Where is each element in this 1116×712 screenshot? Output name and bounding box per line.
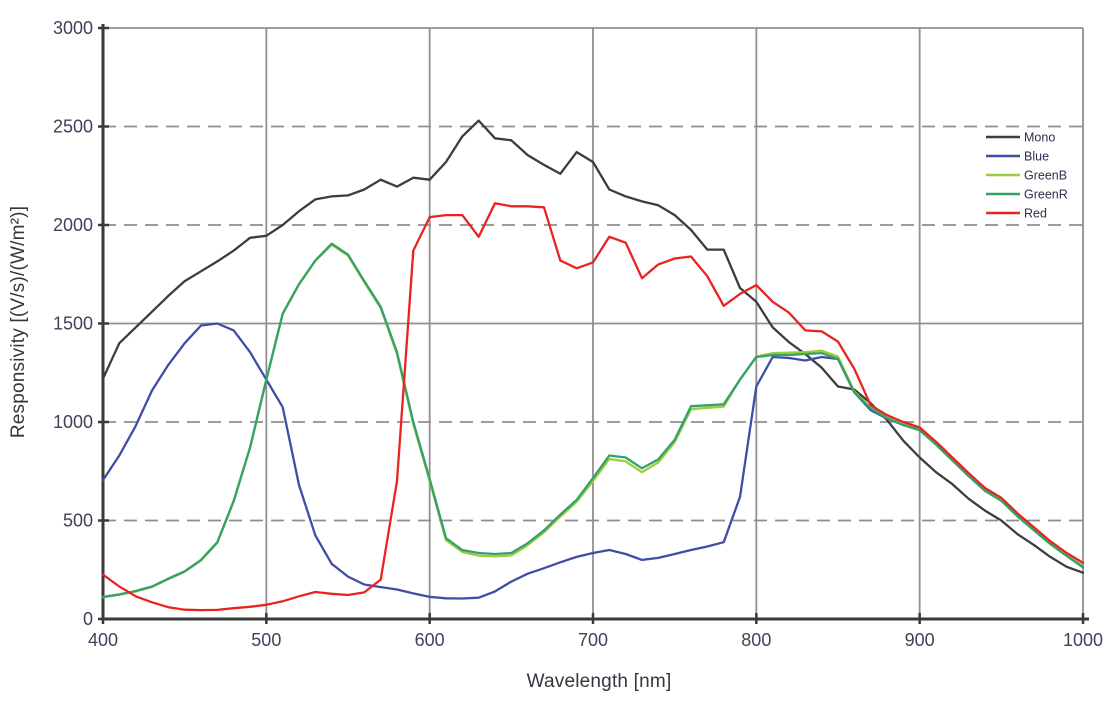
x-axis-title: Wavelength [nm]	[526, 671, 672, 692]
curve-mono	[101, 119, 1085, 574]
curves	[101, 119, 1085, 612]
x-tick-label-900: 900	[905, 630, 935, 650]
x-tick-label-600: 600	[415, 630, 445, 650]
y-tick-label-1500: 1500	[53, 314, 93, 334]
curve-greenr	[101, 242, 1085, 599]
y-axis-title: Responsivity [(V/s)/(W/m²)]	[8, 205, 29, 439]
y-tick-label-2500: 2500	[53, 117, 93, 137]
legend-label-greenb: GreenB	[1024, 169, 1067, 183]
legend-label-blue: Blue	[1024, 150, 1049, 164]
y-tick-label-1000: 1000	[53, 412, 93, 432]
gridlines	[103, 27, 1084, 619]
y-tick-label-0: 0	[83, 609, 93, 629]
legend-label-greenr: GreenR	[1024, 188, 1068, 202]
y-tick-label-3000: 3000	[53, 18, 93, 38]
legend-item-red: Red	[986, 207, 1047, 221]
x-tick-label-1000: 1000	[1063, 630, 1103, 650]
tick-labels: 0 500 1000 1500 2000 2500 3000 400 500 600 700 800 9…	[53, 18, 1103, 650]
y-tick-label-2000: 2000	[53, 215, 93, 235]
legend-label-red: Red	[1024, 207, 1047, 221]
x-tick-label-500: 500	[251, 630, 281, 650]
axes	[98, 24, 1089, 624]
legend-item-blue: Blue	[986, 150, 1049, 164]
legend-item-greenb: GreenB	[986, 169, 1067, 183]
x-tick-label-400: 400	[88, 630, 118, 650]
x-tick-label-800: 800	[741, 630, 771, 650]
x-tick-label-700: 700	[578, 630, 608, 650]
legend-item-mono: Mono	[986, 131, 1055, 145]
y-tick-label-500: 500	[63, 511, 93, 531]
legend-item-greenr: GreenR	[986, 188, 1068, 202]
legend: Mono Blue GreenB GreenR Red	[986, 131, 1068, 221]
curve-red	[101, 202, 1085, 612]
legend-label-mono: Mono	[1024, 131, 1055, 145]
